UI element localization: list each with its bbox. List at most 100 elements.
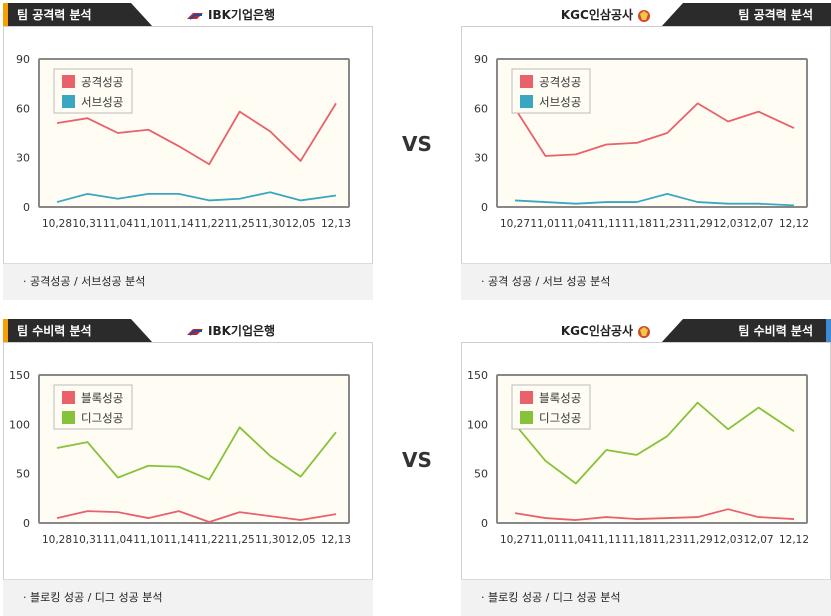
series-line <box>514 102 795 157</box>
y-tick-label: 0 <box>23 517 30 530</box>
x-tick-label: 12,03 <box>713 218 743 230</box>
legend-swatch <box>62 75 75 88</box>
x-tick-label: 10,31 <box>72 534 102 546</box>
y-tick-label: 0 <box>481 201 488 214</box>
x-tick-label: 11,23 <box>652 218 682 230</box>
chart-box: 0 50 100 150 10,27 11,01 11,04 11,11 11,18 11,23 1… <box>461 342 831 602</box>
series-line <box>514 192 795 207</box>
x-tick-label: 12,03 <box>713 534 743 546</box>
x-tick-label: 11,29 <box>683 218 713 230</box>
x-tick-label: 11,25 <box>225 218 255 230</box>
tab-attack-analysis[interactable]: 팀 공격력 분석 <box>3 3 153 27</box>
legend-label: 블록성공 <box>81 391 123 405</box>
footer-text: · 공격성공 / 서브성공 분석 <box>23 275 146 288</box>
panel-ibk-attack: 팀 공격력 분석 IBK기업은행 0 30 60 90 10,28 10,31 11,04 1… <box>3 0 373 300</box>
tab-defense-analysis[interactable]: 팀 수비력 분석 <box>661 319 831 343</box>
tab-accent <box>3 3 8 27</box>
series-line <box>56 426 337 481</box>
legend-swatch <box>62 95 75 108</box>
tab-accent <box>3 319 8 343</box>
x-tick-label: 11,25 <box>225 534 255 546</box>
x-tick-label: 10,28 <box>42 534 72 546</box>
team-name-text: IBK기업은행 <box>208 324 276 338</box>
panel-kgc-attack: 팀 공격력 분석 KGC인삼공사 0 30 60 90 10,27 11,01 11,04 1… <box>461 0 831 300</box>
x-tick-label: 10,28 <box>42 218 72 230</box>
y-tick-label: 30 <box>474 152 488 165</box>
y-tick-label: 60 <box>474 102 488 115</box>
panel-ibk-defense: 팀 수비력 분석 IBK기업은행 0 50 100 150 10,28 10,31 11,0… <box>3 316 373 616</box>
legend-label: 디그성공 <box>81 411 123 425</box>
y-tick-label: 0 <box>23 201 30 214</box>
team-logo-icon <box>638 325 650 338</box>
team-name-text: KGC인삼공사 <box>560 324 633 338</box>
x-tick-label: 11,11 <box>591 534 621 546</box>
y-tick-label: 100 <box>467 418 488 431</box>
legend-label: 공격성공 <box>539 75 581 89</box>
team-logo-icon <box>187 12 203 20</box>
series-line <box>514 401 795 485</box>
y-tick-label: 150 <box>467 369 488 382</box>
line-chart: 0 30 60 90 10,27 11,01 11,04 11,11 11,18 11,23 11,… <box>474 53 809 230</box>
x-tick-label: 11,29 <box>683 534 713 546</box>
x-tick-label: 12,13 <box>321 534 351 546</box>
tab-defense-analysis[interactable]: 팀 수비력 분석 <box>3 319 153 343</box>
footer-text: · 블로킹 성공 / 디그 성공 분석 <box>481 591 621 604</box>
x-tick-label: 11,04 <box>561 218 591 230</box>
y-tick-label: 50 <box>474 468 488 481</box>
team-name: KGC인삼공사 <box>561 322 651 339</box>
x-tick-label: 11,11 <box>591 218 621 230</box>
legend-label: 서브성공 <box>81 95 123 109</box>
series-line <box>56 510 337 523</box>
series-line <box>514 508 795 521</box>
team-logo-icon <box>187 328 203 336</box>
y-tick-label: 100 <box>9 418 30 431</box>
team-name-text: KGC인삼공사 <box>560 8 633 22</box>
x-tick-label: 12,07 <box>744 534 774 546</box>
x-tick-label: 11,22 <box>194 218 224 230</box>
legend-label: 서브성공 <box>539 95 581 109</box>
x-tick-label: 10,31 <box>72 218 102 230</box>
chart-footer: · 공격성공 / 서브성공 분석 <box>3 263 373 300</box>
x-tick-label: 11,01 <box>530 218 560 230</box>
y-tick-label: 50 <box>16 468 30 481</box>
x-tick-label: 11,14 <box>164 534 194 546</box>
x-tick-label: 12,07 <box>744 218 774 230</box>
x-tick-label: 11,01 <box>530 534 560 546</box>
tab-label: 팀 수비력 분석 <box>738 324 813 338</box>
x-tick-label: 11,04 <box>561 534 591 546</box>
legend-swatch <box>520 95 533 108</box>
team-name-text: IBK기업은행 <box>208 8 276 22</box>
chart-footer: · 공격 성공 / 서브 성공 분석 <box>461 263 831 300</box>
legend-swatch <box>62 391 75 404</box>
tab-label: 팀 공격력 분석 <box>738 8 813 22</box>
x-tick-label: 11,04 <box>103 534 133 546</box>
tab-attack-analysis[interactable]: 팀 공격력 분석 <box>661 3 831 27</box>
x-tick-label: 11,23 <box>652 534 682 546</box>
x-tick-label: 12,05 <box>286 218 316 230</box>
x-tick-label: 12,12 <box>779 534 809 546</box>
legend-label: 공격성공 <box>81 75 123 89</box>
x-tick-label: 11,10 <box>133 218 163 230</box>
x-tick-label: 11,22 <box>194 534 224 546</box>
chart-footer: · 블로킹 성공 / 디그 성공 분석 <box>461 579 831 616</box>
x-tick-label: 10,27 <box>500 534 530 546</box>
x-tick-label: 11,04 <box>103 218 133 230</box>
tab-label: 팀 수비력 분석 <box>17 324 92 338</box>
y-tick-label: 90 <box>16 53 30 66</box>
footer-text: · 공격 성공 / 서브 성공 분석 <box>481 275 611 288</box>
vs-label: VS <box>402 132 432 156</box>
vs-label: VS <box>402 448 432 472</box>
chart-box: 0 50 100 150 10,28 10,31 11,04 11,10 11,14 11,22 1… <box>3 342 373 602</box>
x-tick-label: 11,14 <box>164 218 194 230</box>
legend-label: 디그성공 <box>539 411 581 425</box>
x-tick-label: 10,27 <box>500 218 530 230</box>
x-tick-label: 11,10 <box>133 534 163 546</box>
team-logo-icon <box>638 9 650 22</box>
team-name: KGC인삼공사 <box>561 6 651 23</box>
x-tick-label: 11,30 <box>255 218 285 230</box>
x-tick-label: 11,18 <box>622 218 652 230</box>
legend-swatch <box>520 411 533 424</box>
